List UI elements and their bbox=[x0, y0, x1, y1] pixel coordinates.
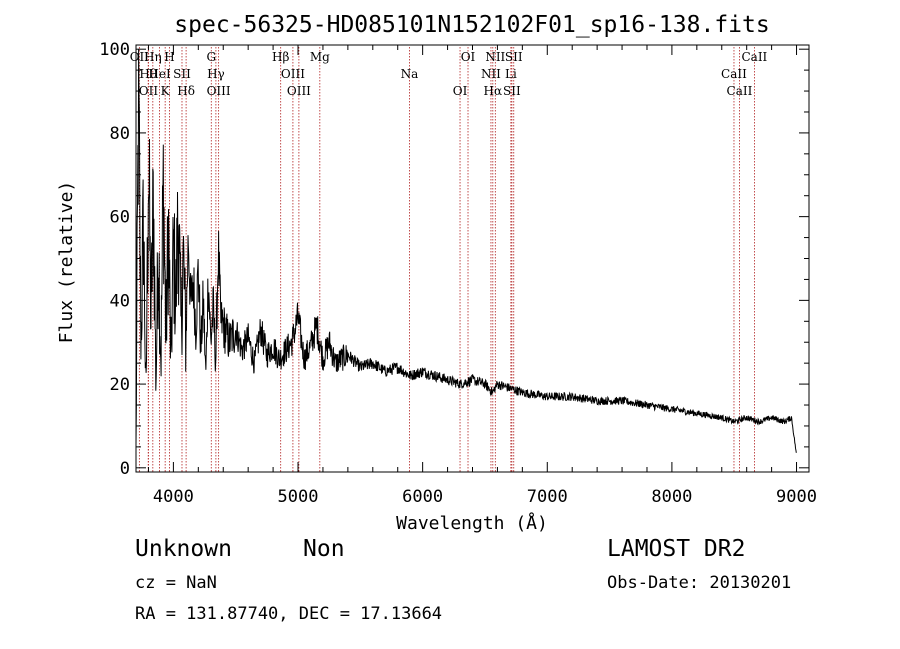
chart-title: spec-56325-HD085101N152102F01_sp16-138.f… bbox=[174, 12, 769, 38]
obs-date-label: Obs-Date: 20130201 bbox=[607, 573, 792, 593]
y-tick-label-3: 60 bbox=[110, 208, 130, 228]
marker-label-20: Hα bbox=[484, 84, 503, 98]
plot-frame bbox=[135, 44, 810, 473]
y-tick-label-1: 20 bbox=[110, 375, 130, 395]
marker-label-23: SII bbox=[503, 84, 521, 98]
marker-label-3: Hη bbox=[144, 50, 162, 64]
x-tick-label-2: 6000 bbox=[402, 487, 443, 507]
x-axis-label: Wavelength (Å) bbox=[396, 512, 548, 534]
x-axis-ticks: 4000 5000 6000 7000 8000 9000 bbox=[147, 45, 817, 507]
marker-label-7: SII bbox=[173, 67, 191, 81]
marker-label-26: CaII bbox=[727, 84, 753, 98]
marker-label-15: Mg bbox=[310, 50, 330, 64]
subclass-label: Non bbox=[303, 536, 345, 562]
marker-label-24: SII bbox=[505, 50, 523, 64]
y-tick-label-4: 80 bbox=[110, 124, 130, 144]
y-tick-label-2: 40 bbox=[110, 291, 130, 311]
marker-label-14: OIII bbox=[287, 84, 311, 98]
marker-label-13: OIII bbox=[281, 67, 305, 81]
marker-label-0: OII bbox=[130, 50, 150, 64]
marker-label-16: Na bbox=[401, 67, 419, 81]
marker-label-12: Hβ bbox=[272, 50, 289, 64]
x-tick-label-4: 8000 bbox=[651, 487, 692, 507]
marker-label-2: OII bbox=[139, 84, 159, 98]
coordinates-label: RA = 131.87740, DEC = 17.13664 bbox=[135, 604, 443, 624]
x-tick-label-0: 4000 bbox=[153, 487, 194, 507]
marker-label-1: Hθ bbox=[139, 67, 157, 81]
marker-label-19: NII bbox=[481, 67, 501, 81]
emission-line-labels: OIIHθOIIHηHeIKHSIIHδGHγOIIIHβOIIIOIIIMgN… bbox=[130, 50, 768, 98]
marker-label-27: CaII bbox=[741, 50, 767, 64]
marker-label-8: Hδ bbox=[177, 84, 195, 98]
marker-label-10: Hγ bbox=[207, 67, 225, 81]
y-axis-ticks: 0 20 40 60 80 100 bbox=[99, 40, 809, 479]
marker-label-4: HeI bbox=[148, 67, 171, 81]
marker-label-21: NII bbox=[485, 50, 505, 64]
x-tick-label-1: 5000 bbox=[278, 487, 319, 507]
survey-label: LAMOST DR2 bbox=[607, 536, 746, 562]
marker-label-25: CaII bbox=[721, 67, 747, 81]
marker-label-17: OI bbox=[453, 84, 468, 98]
x-tick-label-5: 9000 bbox=[776, 487, 817, 507]
marker-label-22: Li bbox=[505, 67, 517, 81]
marker-label-18: OI bbox=[461, 50, 476, 64]
redshift-label: cz = NaN bbox=[135, 573, 217, 593]
y-tick-label-0: 0 bbox=[120, 459, 130, 479]
emission-line-markers bbox=[138, 47, 755, 472]
classification-label: Unknown bbox=[135, 536, 232, 562]
marker-label-9: G bbox=[206, 50, 216, 64]
marker-label-6: H bbox=[164, 50, 174, 64]
y-tick-label-5: 100 bbox=[99, 40, 130, 60]
spectrum-series-line bbox=[135, 49, 797, 453]
marker-label-11: OIII bbox=[207, 84, 231, 98]
y-axis-label: Flux (relative) bbox=[56, 181, 77, 344]
marker-label-5: K bbox=[161, 84, 171, 98]
x-tick-label-3: 7000 bbox=[527, 487, 568, 507]
